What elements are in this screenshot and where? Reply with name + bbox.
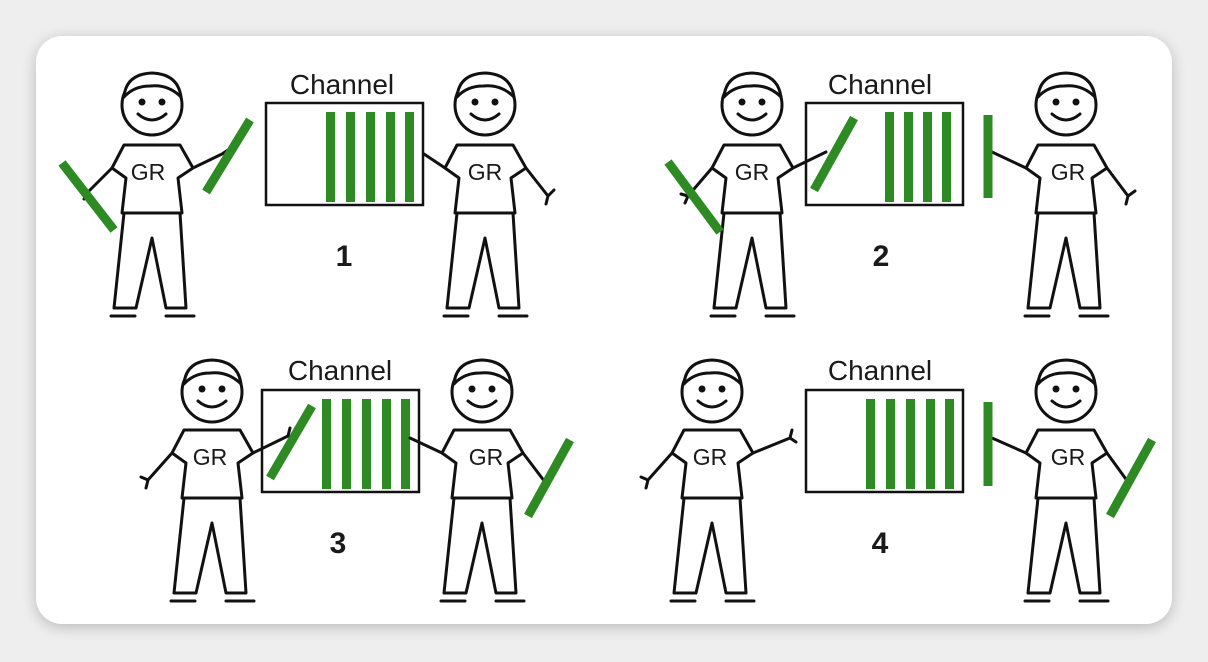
- left-person: GR: [679, 71, 828, 318]
- right-person: GR: [990, 358, 1130, 603]
- channel-label: Channel: [828, 69, 932, 100]
- right-person: GR: [408, 358, 547, 603]
- channel-box: [260, 388, 421, 494]
- panel-1: Channel 1 GR: [58, 69, 556, 318]
- panel-2: Channel 2 GR: [664, 69, 1137, 318]
- panel-number: 4: [872, 527, 889, 560]
- green-bar-held: [58, 160, 118, 233]
- panel-number: 1: [336, 240, 353, 273]
- channel-box: [804, 101, 965, 207]
- channel-bars: [885, 112, 951, 202]
- channel-bars: [866, 399, 954, 489]
- channel-box: [264, 101, 425, 207]
- channel-bars: [326, 112, 414, 202]
- panel-4: Channel 4 GR: [639, 355, 1156, 603]
- green-bar-held: [664, 159, 724, 235]
- person-label: GR: [735, 159, 770, 185]
- green-bar-entering: [810, 115, 858, 193]
- channel-diagram: Channel 1 GR: [58, 69, 1156, 603]
- panel-number: 3: [330, 527, 347, 560]
- person-label: GR: [469, 444, 504, 470]
- left-person: GR: [139, 358, 292, 603]
- diagram-card: Channel 1 GR: [36, 36, 1172, 624]
- right-person: GR: [990, 71, 1137, 318]
- panel-number: 2: [873, 240, 890, 273]
- left-person: GR: [639, 358, 798, 603]
- person-label: GR: [193, 444, 228, 470]
- green-bar-held: [202, 117, 254, 195]
- left-person: GR: [78, 71, 230, 318]
- person-label: GR: [1051, 444, 1086, 470]
- green-bar-received: [1106, 437, 1156, 519]
- person-label: GR: [131, 159, 166, 185]
- person-label: GR: [693, 444, 728, 470]
- green-bar-received: [524, 437, 574, 519]
- person-label: GR: [468, 159, 503, 185]
- channel-label: Channel: [288, 355, 392, 386]
- channel-label: Channel: [290, 69, 394, 100]
- channel-label: Channel: [828, 355, 932, 386]
- channel-box: [804, 388, 965, 494]
- channel-bars: [322, 399, 410, 489]
- right-person: GR: [422, 71, 556, 318]
- panel-3: Channel 3 GR: [139, 355, 574, 603]
- green-bar-entering: [266, 403, 316, 481]
- person-label: GR: [1051, 159, 1086, 185]
